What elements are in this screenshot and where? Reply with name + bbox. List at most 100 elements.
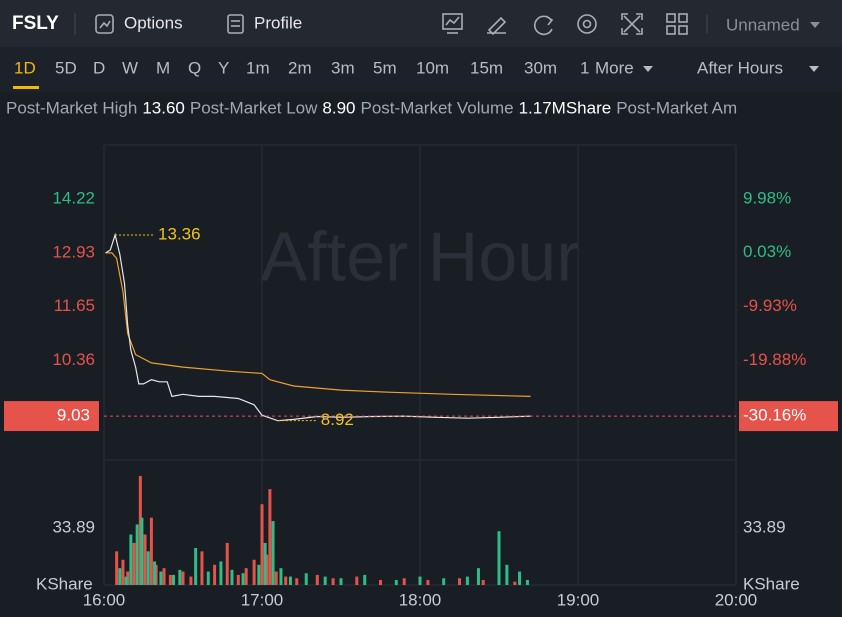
period-button[interactable]: 5D	[55, 58, 77, 77]
stat-value: 1.17MShare	[519, 98, 612, 117]
volume-bar	[146, 551, 150, 585]
price-line	[105, 252, 531, 397]
volume-bar	[265, 554, 269, 585]
period-button[interactable]: D	[93, 58, 105, 77]
volume-bar	[355, 576, 359, 585]
volume-bar	[115, 551, 119, 585]
symbol[interactable]: FSLY	[12, 13, 59, 34]
volume-bar	[268, 489, 272, 585]
period-button[interactable]: 1m	[246, 58, 270, 77]
price-line	[105, 232, 531, 422]
dropdown-arrow	[809, 66, 819, 72]
volume-bar	[143, 534, 147, 585]
volume-bar	[244, 568, 248, 585]
y2-tick-label: 9.98%	[743, 188, 791, 207]
stat-label: Post-Market Am	[616, 98, 737, 117]
volume-bar	[121, 559, 125, 585]
options-icon[interactable]	[95, 14, 114, 34]
period-bar	[0, 47, 842, 92]
period-button[interactable]: 1	[580, 58, 589, 77]
stat-label: Post-Market High	[6, 98, 137, 117]
period-button[interactable]: 2m	[288, 58, 312, 77]
volume-bar	[129, 534, 133, 585]
volume-bar	[331, 578, 335, 585]
volume-bar	[200, 551, 204, 585]
volume-bar	[194, 547, 198, 585]
volume-bar	[124, 576, 128, 585]
volume-bar	[181, 571, 185, 585]
volume-bar	[153, 561, 157, 585]
volume-bar	[304, 573, 308, 585]
draw-icon[interactable]	[487, 16, 507, 36]
volume-bar	[189, 576, 193, 585]
period-button[interactable]: Y	[218, 58, 229, 77]
refresh-icon[interactable]	[533, 15, 554, 36]
workspace[interactable]: Unnamed	[726, 15, 800, 34]
volume-bar	[225, 542, 229, 585]
volume-bar	[118, 568, 122, 585]
volume-bar	[260, 504, 264, 585]
period-button[interactable]: 10m	[416, 58, 449, 77]
low-marker: 8.92	[321, 410, 354, 429]
volume-bar	[132, 542, 136, 585]
toolbar-icons	[442, 13, 688, 36]
volume-bar	[279, 568, 283, 585]
indicator-icon[interactable]	[442, 13, 463, 34]
volume-bar	[138, 475, 142, 585]
dropdown-arrow	[643, 66, 653, 72]
last-change-box	[739, 401, 838, 432]
settings-icon[interactable]	[577, 14, 597, 34]
period-button[interactable]: W	[122, 58, 138, 77]
fullscreen-icon[interactable]	[621, 13, 643, 35]
y2-tick-label: 0.03%	[743, 242, 791, 261]
session-select[interactable]: After Hours	[697, 58, 783, 77]
volume-bar	[525, 579, 529, 585]
volume-bar	[140, 517, 144, 585]
volume-bar	[339, 578, 343, 585]
volume-bar	[295, 578, 299, 585]
volume-tick-label: 33.89	[743, 517, 786, 536]
y2-tick-label: -19.88%	[743, 350, 806, 369]
volume-bar	[481, 579, 485, 585]
volume-bar	[230, 569, 234, 585]
volume-bar	[172, 574, 176, 585]
period-button[interactable]: 3m	[331, 58, 355, 77]
x-tick-label: 19:00	[557, 590, 600, 609]
volume-bar	[379, 579, 382, 585]
volume-bar	[271, 521, 275, 585]
period-button[interactable]: M	[156, 58, 170, 77]
tab[interactable]: Profile	[254, 13, 302, 32]
last-price-label: 9.03	[57, 406, 90, 425]
selected-underline	[13, 86, 39, 89]
period-button[interactable]: 5m	[373, 58, 397, 77]
stat-value: 8.90	[322, 98, 355, 117]
profile-icon[interactable]	[227, 14, 244, 34]
volume-bar	[241, 573, 245, 585]
volume-unit: KShare	[36, 574, 93, 593]
volume-bar	[497, 531, 501, 585]
volume-bar	[149, 517, 153, 585]
volume-bar	[236, 574, 240, 585]
volume-bar	[252, 559, 256, 585]
last-change-label: -30.16%	[743, 406, 806, 425]
period-button[interactable]: 15m	[470, 58, 503, 77]
tab[interactable]: Options	[124, 13, 183, 32]
volume-bar	[465, 576, 469, 585]
last-price-box	[4, 401, 99, 432]
stat-value: 13.60	[142, 98, 185, 117]
period-button[interactable]: More	[595, 58, 634, 77]
volume-bar	[363, 574, 367, 585]
layout-icon[interactable]	[666, 13, 688, 35]
volume-tick-label: 33.89	[52, 517, 95, 536]
period-button[interactable]: 1D	[14, 58, 36, 77]
y-tick-label: 11.65	[54, 296, 95, 315]
period-button[interactable]: Q	[188, 58, 201, 77]
dropdown-arrow	[810, 22, 820, 28]
volume-bar	[154, 564, 158, 585]
volume-bar	[323, 576, 327, 585]
period-button[interactable]: 30m	[524, 58, 557, 77]
x-tick-label: 18:00	[399, 590, 442, 609]
volume-bar	[126, 571, 130, 585]
volume-bar	[476, 568, 480, 585]
